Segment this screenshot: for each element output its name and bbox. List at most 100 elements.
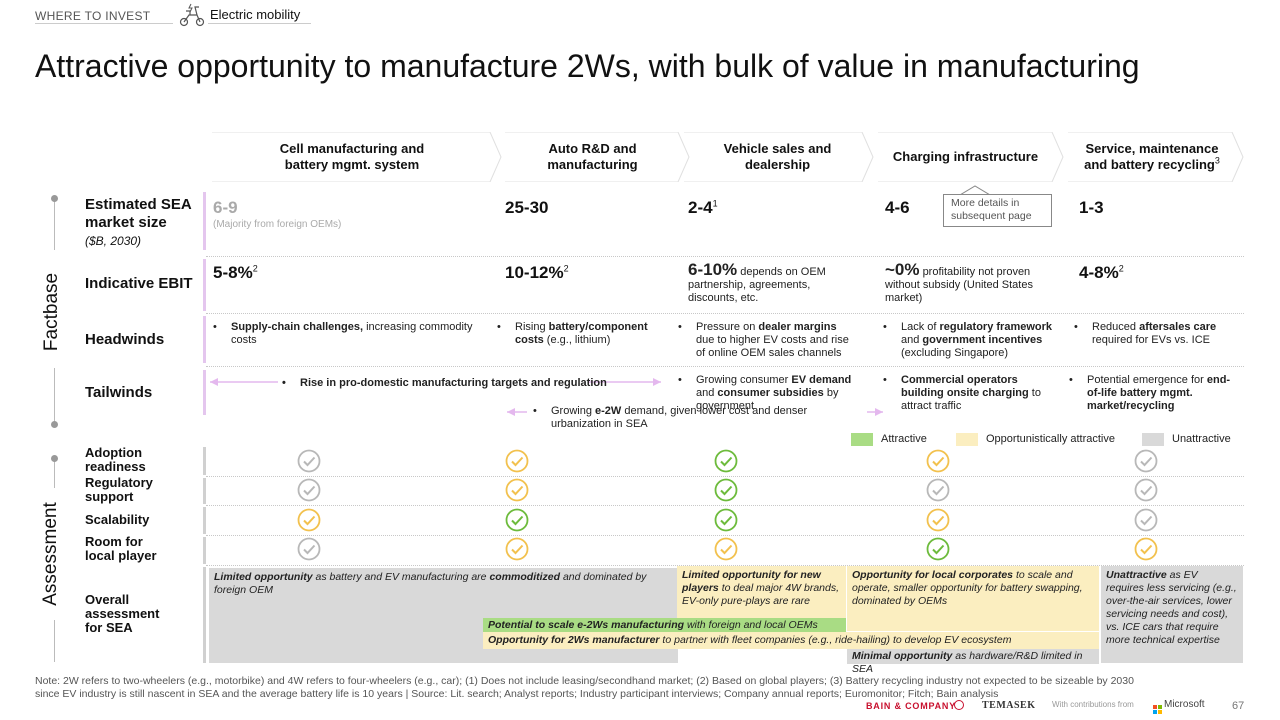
rating-check-icon [1134,537,1158,561]
divider [206,366,1244,367]
side-dot [51,195,58,202]
side-line [54,368,55,424]
side-line [54,198,55,250]
assessment-label: Assessment [40,502,61,606]
row-marker [203,537,206,564]
ebit-cell-5: 4-8%2 [1079,263,1124,282]
market-size-cell-3: 2-41 [688,198,718,217]
legend-label-opportunistic: Opportunistically attractive [986,433,1115,445]
rating-check-icon [505,449,529,473]
row-marker [203,370,206,415]
rating-check-icon [714,508,738,532]
bain-mark-icon [954,700,964,710]
ebit-cell-1: 5-8%2 [213,263,258,282]
divider [206,505,1244,506]
market-size-cell-2: 25-30 [505,198,549,217]
side-line [54,620,55,662]
legend-swatch-attractive [851,433,873,446]
rating-check-icon [714,449,738,473]
factbase-label: Factbase [41,272,62,352]
overall-box-service: Unattractive as EV requires less servici… [1101,566,1243,663]
rating-check-icon [297,508,321,532]
legend-swatch-unattractive [1142,433,1164,446]
temasek-logo: TEMASEK [982,700,1036,711]
column-header-charging: Charging infrastructure [878,132,1064,182]
ebit-cell-4: ~0% profitability not proven without sub… [885,260,1033,304]
market-size-cell-1: 6-9 [213,198,238,217]
divider [206,565,1244,566]
section-label: WHERE TO INVEST [35,9,151,23]
side-line [54,458,55,488]
headwind-3: Pressure on dealer margins due to higher… [678,321,858,360]
overall-box-manufacturing: Limited opportunity as battery and EV ma… [209,568,678,663]
row-label-regulatory: Regulatory support [85,475,153,504]
row-marker [203,192,206,250]
market-size-note: (Majority from foreign OEMs) [213,219,342,230]
ebit-cell-3: 6-10% depends on OEM partnership, agreem… [688,260,826,304]
footnote: Note: 2W refers to two-wheelers (e.g., m… [35,675,1134,700]
tailwind-4: Commercial operators building onsite cha… [883,374,1043,413]
divider [206,476,1244,477]
row-label-tailwinds: Tailwinds [85,384,153,401]
tailwind-5: Potential emergence for end-of-life batt… [1069,374,1234,413]
rating-check-icon [297,449,321,473]
rating-check-icon [714,537,738,561]
rating-check-icon [505,478,529,502]
row-label-ebit: Indicative EBIT [85,275,193,292]
rating-check-icon [926,508,950,532]
ebit-cell-2: 10-12%2 [505,263,569,282]
rating-check-icon [505,508,529,532]
rating-check-icon [297,537,321,561]
microsoft-logo: Microsoft [1164,699,1205,710]
headwind-5: Reduced aftersales care required for EVs… [1074,321,1234,347]
column-header-service: Service, maintenance and battery recyclin… [1068,132,1244,182]
overall-box-scale-e2w: Potential to scale e-2Ws manufacturing w… [483,618,846,633]
row-marker [203,507,206,534]
headwind-4: Lack of regulatory framework and governm… [883,321,1059,360]
row-marker [203,259,206,311]
callout-box: More details in subsequent page [943,194,1052,227]
side-dot [51,455,58,462]
market-size-cell-4: 4-6 [885,198,910,217]
page-title: Attractive opportunity to manufacture 2W… [35,48,1140,84]
rating-check-icon [1134,478,1158,502]
row-marker [203,447,206,475]
row-label-scalability: Scalability [85,512,150,527]
row-label-room: Room for local player [85,534,157,563]
bain-logo: BAIN & COMPANY [866,701,957,711]
headwind-1: Supply-chain challenges, increasing comm… [213,321,483,347]
overall-box-vehicle-sales: Limited opportunity for new players to d… [677,566,846,618]
row-marker [203,478,206,504]
row-label-overall: Overall assessment for SEA [85,592,160,635]
rating-check-icon [926,537,950,561]
row-label-market-size: Estimated SEA market size ($B, 2030) [85,196,192,248]
contributions-label: With contributions from [1052,700,1134,709]
tailwind-span-1: Rise in pro-domestic manufacturing targe… [282,377,622,390]
side-dot [51,421,58,428]
legend-label-attractive: Attractive [881,433,927,445]
overall-box-partner: Opportunity for 2Ws manufacturer to part… [483,632,1099,649]
divider [35,23,173,24]
microsoft-logo-icon [1153,701,1162,714]
row-label-headwinds: Headwinds [85,331,165,348]
rating-check-icon [1134,449,1158,473]
divider [206,256,1244,257]
headwind-2: Rising battery/component costs (e.g., li… [497,321,667,347]
divider [206,313,1244,314]
legend-label-unattractive: Unattractive [1172,433,1231,445]
span-arrow [507,408,883,416]
rating-check-icon [505,537,529,561]
scooter-icon [178,1,206,27]
rating-check-icon [1134,508,1158,532]
row-marker [203,316,206,363]
tailwind-3: Growing consumer EV demand and consumer … [678,374,858,413]
overall-box-minimal: Minimal opportunity as hardware/R&D limi… [847,649,1099,675]
column-header-cell-manufacturing: Cell manufacturing and battery mgmt. syst… [212,132,502,182]
rating-check-icon [297,478,321,502]
row-marker [203,567,206,663]
column-header-auto-rd: Auto R&D and manufacturing [505,132,690,182]
topic-label: Electric mobility [210,7,301,22]
divider [208,23,311,24]
page-number: 67 [1232,700,1245,712]
legend-swatch-opportunistic [956,433,978,446]
